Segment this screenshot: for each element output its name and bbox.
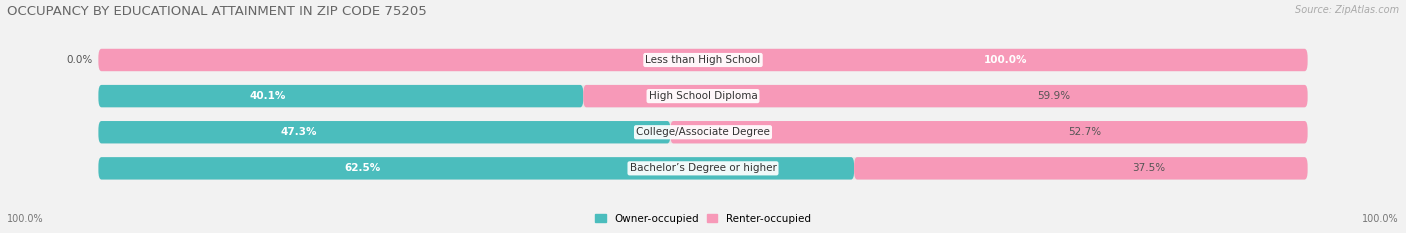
FancyBboxPatch shape — [855, 157, 1308, 180]
Text: OCCUPANCY BY EDUCATIONAL ATTAINMENT IN ZIP CODE 75205: OCCUPANCY BY EDUCATIONAL ATTAINMENT IN Z… — [7, 5, 427, 18]
Text: 59.9%: 59.9% — [1038, 91, 1070, 101]
FancyBboxPatch shape — [98, 85, 583, 107]
Text: College/Associate Degree: College/Associate Degree — [636, 127, 770, 137]
Text: Source: ZipAtlas.com: Source: ZipAtlas.com — [1295, 5, 1399, 15]
Text: Bachelor’s Degree or higher: Bachelor’s Degree or higher — [630, 163, 776, 173]
Text: Less than High School: Less than High School — [645, 55, 761, 65]
Text: High School Diploma: High School Diploma — [648, 91, 758, 101]
FancyBboxPatch shape — [98, 121, 1308, 144]
FancyBboxPatch shape — [671, 121, 1308, 144]
Text: 0.0%: 0.0% — [66, 55, 93, 65]
FancyBboxPatch shape — [98, 85, 1308, 107]
Text: 52.7%: 52.7% — [1069, 127, 1101, 137]
FancyBboxPatch shape — [98, 49, 1308, 71]
Text: 40.1%: 40.1% — [250, 91, 287, 101]
Text: 37.5%: 37.5% — [1132, 163, 1166, 173]
Text: 100.0%: 100.0% — [7, 214, 44, 224]
Legend: Owner-occupied, Renter-occupied: Owner-occupied, Renter-occupied — [591, 209, 815, 228]
Text: 62.5%: 62.5% — [344, 163, 381, 173]
Text: 100.0%: 100.0% — [1362, 214, 1399, 224]
FancyBboxPatch shape — [98, 49, 1308, 71]
Text: 47.3%: 47.3% — [280, 127, 316, 137]
FancyBboxPatch shape — [98, 157, 1308, 180]
Text: 100.0%: 100.0% — [984, 55, 1026, 65]
FancyBboxPatch shape — [98, 157, 855, 180]
FancyBboxPatch shape — [98, 121, 671, 144]
FancyBboxPatch shape — [583, 85, 1308, 107]
